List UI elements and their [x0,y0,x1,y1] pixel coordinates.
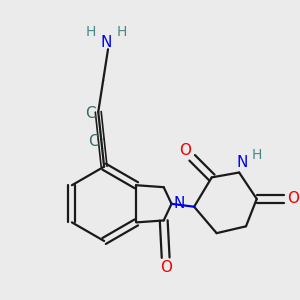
Text: C: C [85,106,96,121]
Text: H: H [252,148,262,162]
Text: H: H [85,25,96,39]
Text: C: C [88,134,99,149]
Text: N: N [174,196,185,211]
Text: N: N [100,35,112,50]
Text: O: O [287,191,299,206]
Text: O: O [160,260,172,275]
Text: H: H [116,25,127,39]
Text: N: N [236,155,248,170]
Text: O: O [179,143,191,158]
